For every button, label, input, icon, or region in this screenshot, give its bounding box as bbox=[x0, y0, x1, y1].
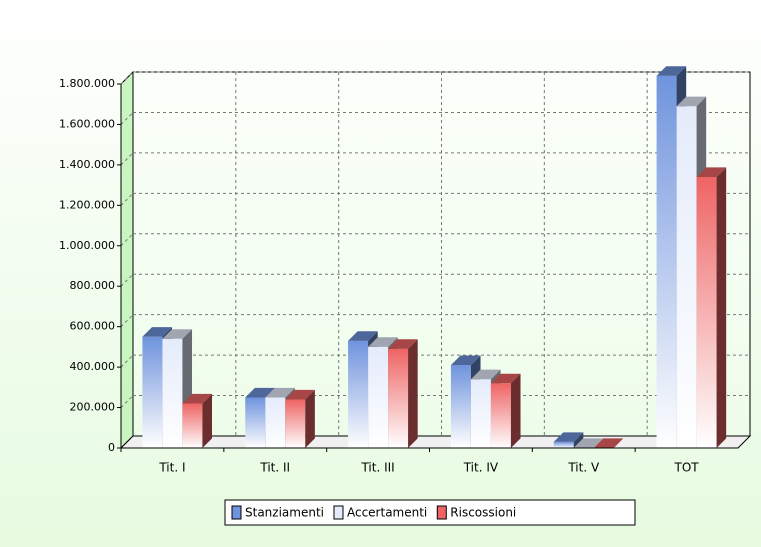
bar-top bbox=[162, 329, 193, 339]
bar bbox=[285, 389, 315, 448]
y-tick-label: 400.000 bbox=[70, 360, 116, 373]
bar-top bbox=[285, 389, 315, 400]
bar-top bbox=[696, 167, 727, 178]
bar-front bbox=[656, 75, 677, 449]
bar-side bbox=[202, 393, 213, 448]
legend-label: Riscossioni bbox=[450, 506, 516, 520]
x-tick-label: TOT bbox=[674, 461, 700, 475]
bar-front bbox=[368, 346, 389, 448]
bar bbox=[593, 438, 624, 448]
x-tick-label: Tit. III bbox=[360, 461, 394, 475]
bar-top bbox=[470, 369, 501, 380]
bar-top bbox=[142, 327, 173, 337]
y-tick-label: 200.000 bbox=[70, 401, 116, 414]
legend-label: Accertamenti bbox=[347, 506, 427, 520]
bar-top bbox=[553, 432, 584, 442]
bar bbox=[388, 339, 418, 448]
bar-side bbox=[573, 432, 584, 448]
bar-front bbox=[470, 379, 491, 448]
bar-top bbox=[593, 438, 624, 448]
bar-top bbox=[388, 339, 418, 349]
bar-front bbox=[285, 399, 306, 448]
legend-box bbox=[224, 499, 636, 526]
bar-top bbox=[245, 387, 275, 398]
bar bbox=[553, 432, 584, 448]
x-tick-label: Tit. IV bbox=[463, 461, 499, 475]
bar-top bbox=[348, 331, 378, 341]
y-tick-label: 1.600.000 bbox=[59, 117, 115, 130]
x-tick-label: Tit. V bbox=[567, 461, 600, 475]
grid-line bbox=[120, 112, 134, 125]
side-wall bbox=[120, 70, 134, 450]
bar-front bbox=[490, 383, 511, 448]
y-tick-label: 600.000 bbox=[70, 320, 116, 333]
bar-top bbox=[182, 393, 213, 404]
legend-label: Stanziamenti bbox=[245, 506, 324, 520]
grid-line bbox=[120, 273, 134, 287]
bar bbox=[490, 373, 521, 448]
grid-line bbox=[120, 354, 134, 368]
bar-front bbox=[696, 177, 717, 448]
y-tick-label: 1.200.000 bbox=[59, 198, 115, 211]
bar-front bbox=[348, 340, 369, 448]
grid-line bbox=[120, 71, 134, 85]
grid-line bbox=[120, 314, 134, 328]
bar-front bbox=[142, 336, 163, 448]
y-tick-label: 1.400.000 bbox=[59, 158, 115, 171]
x-tick-label: Tit. II bbox=[259, 461, 290, 475]
x-tick-label: Tit. I bbox=[158, 461, 185, 475]
bar-front bbox=[388, 348, 409, 448]
bar-top bbox=[368, 337, 398, 347]
grid-line bbox=[120, 152, 134, 166]
bar-front bbox=[676, 106, 697, 448]
bar-front bbox=[245, 397, 266, 448]
legend-swatch bbox=[333, 505, 344, 520]
bar-top bbox=[450, 355, 481, 366]
bar bbox=[182, 393, 213, 448]
y-tick-label: 0 bbox=[108, 441, 115, 454]
bar-front bbox=[162, 338, 183, 448]
bar bbox=[573, 438, 604, 448]
bar-side bbox=[305, 389, 315, 448]
y-tick-label: 1.000.000 bbox=[59, 239, 115, 252]
bar-side bbox=[510, 373, 521, 448]
grid-line bbox=[120, 192, 134, 206]
y-tick-label: 1.800.000 bbox=[59, 77, 115, 90]
grid-line bbox=[120, 233, 134, 247]
bar-front bbox=[265, 397, 286, 448]
bar-top bbox=[490, 373, 521, 384]
floor bbox=[119, 435, 752, 449]
bar-top bbox=[656, 66, 687, 76]
legend-swatch bbox=[231, 505, 242, 520]
legend-swatch bbox=[436, 505, 447, 520]
bar-top bbox=[265, 387, 295, 398]
bar-side bbox=[408, 339, 418, 448]
bar-front bbox=[450, 365, 471, 448]
bar-front bbox=[182, 403, 203, 448]
bar bbox=[696, 167, 727, 448]
y-tick-label: 800.000 bbox=[70, 279, 116, 292]
bar-top bbox=[676, 96, 707, 107]
bar-top bbox=[573, 438, 604, 448]
bar-front bbox=[553, 441, 574, 448]
grid-line bbox=[120, 395, 134, 408]
bar-side bbox=[716, 167, 727, 448]
